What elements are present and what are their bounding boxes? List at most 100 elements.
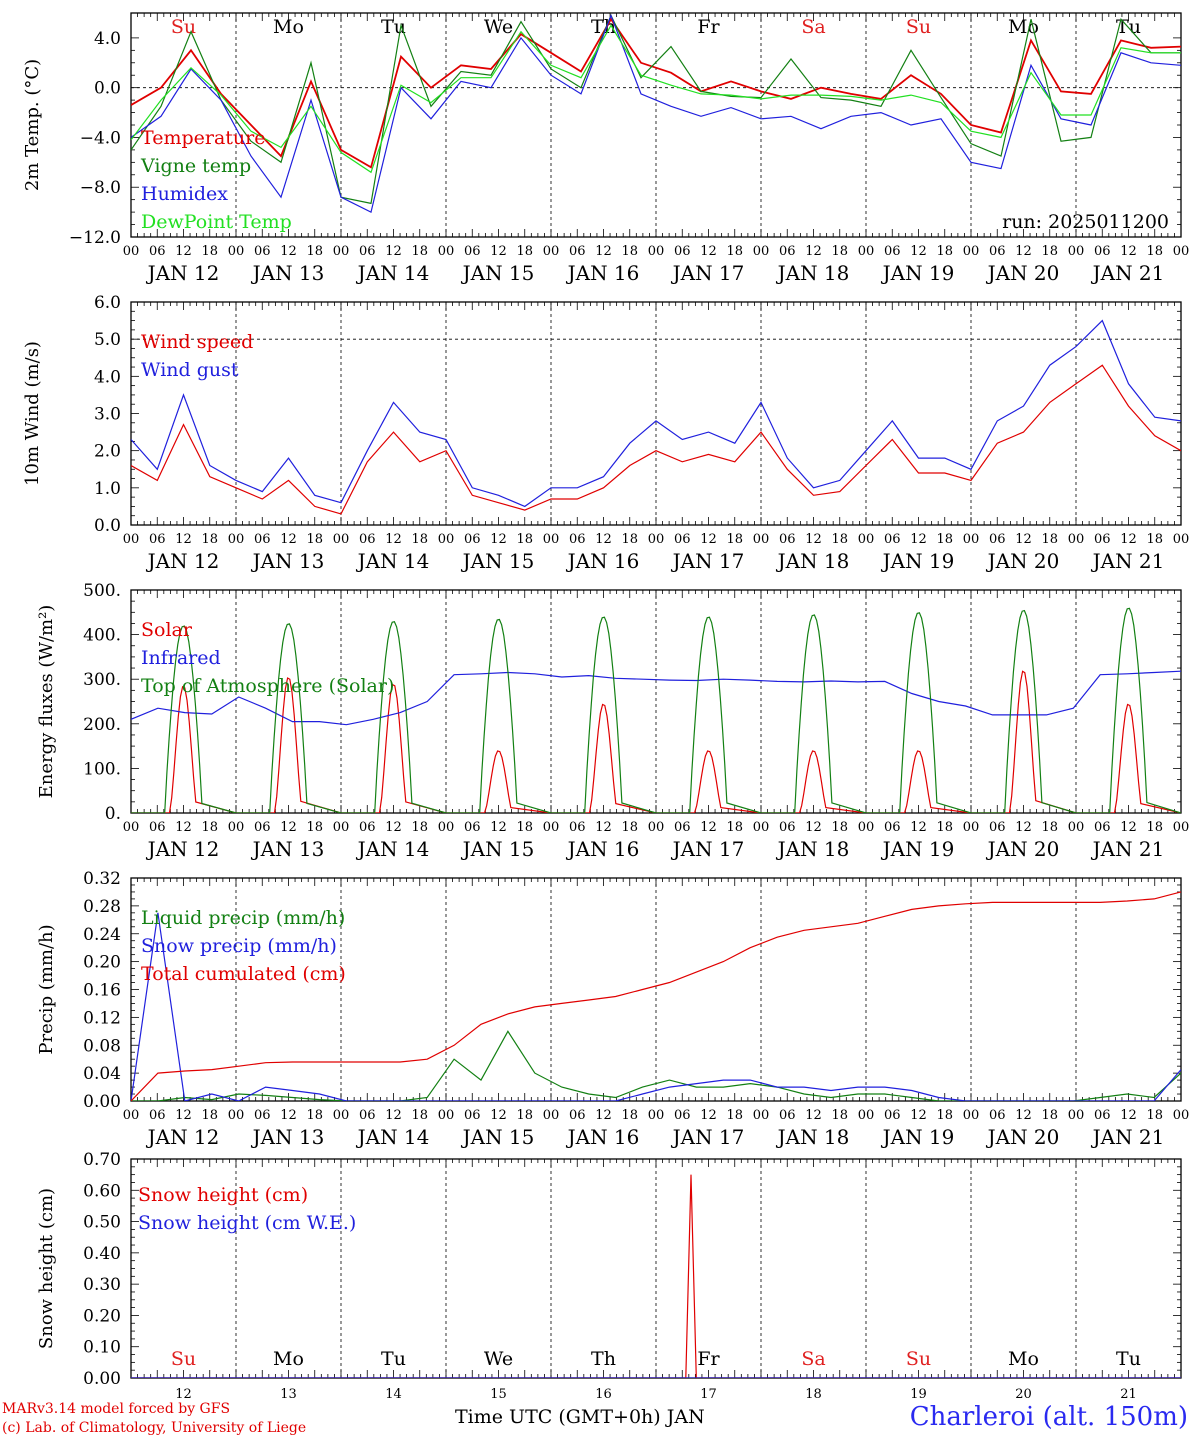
- hour-tick-label: 18: [516, 1108, 533, 1123]
- hour-tick-label: 00: [333, 244, 350, 259]
- date-label: JAN 14: [356, 549, 430, 573]
- hour-tick-label: 06: [884, 820, 901, 835]
- hour-tick-label: 12: [280, 532, 297, 547]
- legend-entry: Vigne temp: [140, 155, 251, 177]
- hour-tick-label: 12: [1120, 1108, 1137, 1123]
- hour-tick-label: 18: [726, 532, 743, 547]
- hour-tick-label: 12: [175, 244, 192, 259]
- hour-tick-label: 06: [254, 820, 271, 835]
- y-tick-label: 2.0: [94, 442, 121, 462]
- legend-entry: Snow precip (mm/h): [141, 935, 337, 957]
- weekday-label: Su: [171, 1348, 196, 1370]
- date-label: JAN 12: [146, 261, 220, 285]
- y-tick-label: 4.0: [94, 29, 121, 49]
- hour-tick-label: 18: [936, 244, 953, 259]
- hour-tick-label: 18: [831, 244, 848, 259]
- hour-tick-label: 12: [595, 1108, 612, 1123]
- hour-tick-label: 06: [569, 532, 586, 547]
- hour-tick-label: 12: [1120, 244, 1137, 259]
- weekday-label: Su: [906, 1348, 931, 1370]
- hour-tick-label: 00: [1173, 244, 1190, 259]
- hour-tick-label: 18: [726, 1108, 743, 1123]
- weekday-label: Su: [171, 16, 196, 38]
- weekday-label: Th: [591, 1348, 616, 1370]
- date-label: JAN 12: [146, 549, 220, 573]
- y-axis-label: 2m Temp. (°C): [22, 59, 43, 191]
- hour-tick-label: 00: [228, 532, 245, 547]
- y-tick-label: −12.0: [69, 228, 121, 248]
- x-axis-title: Time UTC (GMT+0h) JAN: [455, 1406, 705, 1428]
- weekday-label: Su: [906, 16, 931, 38]
- date-label: JAN 15: [461, 837, 535, 861]
- hour-tick-label: 00: [753, 1108, 770, 1123]
- hour-tick-label: 18: [1041, 244, 1058, 259]
- hour-tick-label: 00: [1068, 1108, 1085, 1123]
- hour-tick-label: 00: [438, 1108, 455, 1123]
- date-label: JAN 18: [776, 1125, 850, 1149]
- hour-tick-label: 06: [464, 820, 481, 835]
- weekday-label: Mo: [273, 1348, 304, 1370]
- y-tick-label: 0.0: [94, 516, 121, 536]
- hour-tick-label: 18: [1146, 532, 1163, 547]
- hour-tick-label: 12: [280, 1108, 297, 1123]
- weekday-label: Sa: [801, 1348, 825, 1370]
- date-label: JAN 15: [461, 261, 535, 285]
- hour-tick-label: 06: [989, 820, 1006, 835]
- y-tick-label: 1.0: [94, 479, 121, 499]
- hour-tick-label: 12: [1015, 820, 1032, 835]
- hour-tick-label: 18: [1146, 244, 1163, 259]
- date-label: JAN 20: [986, 1125, 1060, 1149]
- hour-tick-label: 18: [726, 244, 743, 259]
- y-tick-label: 100.: [83, 759, 121, 779]
- hour-tick-label: 06: [464, 1108, 481, 1123]
- series-group: [131, 13, 1181, 213]
- legend-entry: Total cumulated (cm): [141, 963, 346, 985]
- day-number-label: 13: [280, 1387, 297, 1402]
- hour-tick-label: 12: [490, 532, 507, 547]
- credit-model: MARv3.14 model forced by GFS: [2, 1401, 231, 1417]
- run-label: run: 2025011200: [1002, 211, 1169, 233]
- hour-tick-label: 12: [385, 1108, 402, 1123]
- legend-entry: Solar: [141, 619, 193, 641]
- y-tick-label: 0.0: [94, 79, 121, 99]
- y-tick-label: 5.0: [94, 330, 121, 350]
- hour-tick-label: 18: [621, 532, 638, 547]
- hour-tick-label: 00: [963, 244, 980, 259]
- hour-tick-label: 00: [753, 244, 770, 259]
- date-label: JAN 21: [1091, 261, 1165, 285]
- hour-tick-label: 00: [123, 532, 140, 547]
- hour-tick-label: 00: [648, 1108, 665, 1123]
- hour-tick-label: 00: [333, 820, 350, 835]
- hour-tick-label: 18: [516, 244, 533, 259]
- y-axis-label: 10m Wind (m/s): [22, 341, 43, 486]
- hour-tick-label: 18: [411, 820, 428, 835]
- hour-tick-label: 06: [359, 820, 376, 835]
- day-number-label: 14: [385, 1387, 402, 1402]
- hour-tick-label: 18: [831, 1108, 848, 1123]
- date-label: JAN 16: [566, 837, 640, 861]
- hour-tick-label: 06: [779, 244, 796, 259]
- y-axis-label: Snow height (cm): [36, 1188, 57, 1349]
- hour-tick-label: 06: [254, 1108, 271, 1123]
- hour-tick-label: 00: [123, 820, 140, 835]
- date-label: JAN 20: [986, 261, 1060, 285]
- hour-tick-label: 18: [516, 532, 533, 547]
- legend-entry: Wind gust: [141, 359, 239, 381]
- hour-tick-label: 06: [989, 244, 1006, 259]
- date-label: JAN 15: [461, 1125, 535, 1149]
- hour-tick-label: 18: [411, 244, 428, 259]
- hour-tick-label: 00: [858, 1108, 875, 1123]
- legend-entry: Top of Atmosphere (Solar): [141, 675, 394, 697]
- hour-tick-label: 00: [228, 820, 245, 835]
- hour-tick-label: 12: [175, 820, 192, 835]
- weekday-label: Fr: [697, 1348, 720, 1370]
- series-line: [131, 364, 1181, 515]
- credit-lab: (c) Lab. of Climatology, University of L…: [2, 1420, 307, 1436]
- date-label: JAN 13: [251, 549, 325, 573]
- day-number-label: 19: [910, 1387, 927, 1402]
- hour-tick-label: 12: [1015, 1108, 1032, 1123]
- y-tick-label: 0.00: [83, 1092, 121, 1112]
- date-label: JAN 21: [1091, 837, 1165, 861]
- hour-tick-label: 06: [149, 532, 166, 547]
